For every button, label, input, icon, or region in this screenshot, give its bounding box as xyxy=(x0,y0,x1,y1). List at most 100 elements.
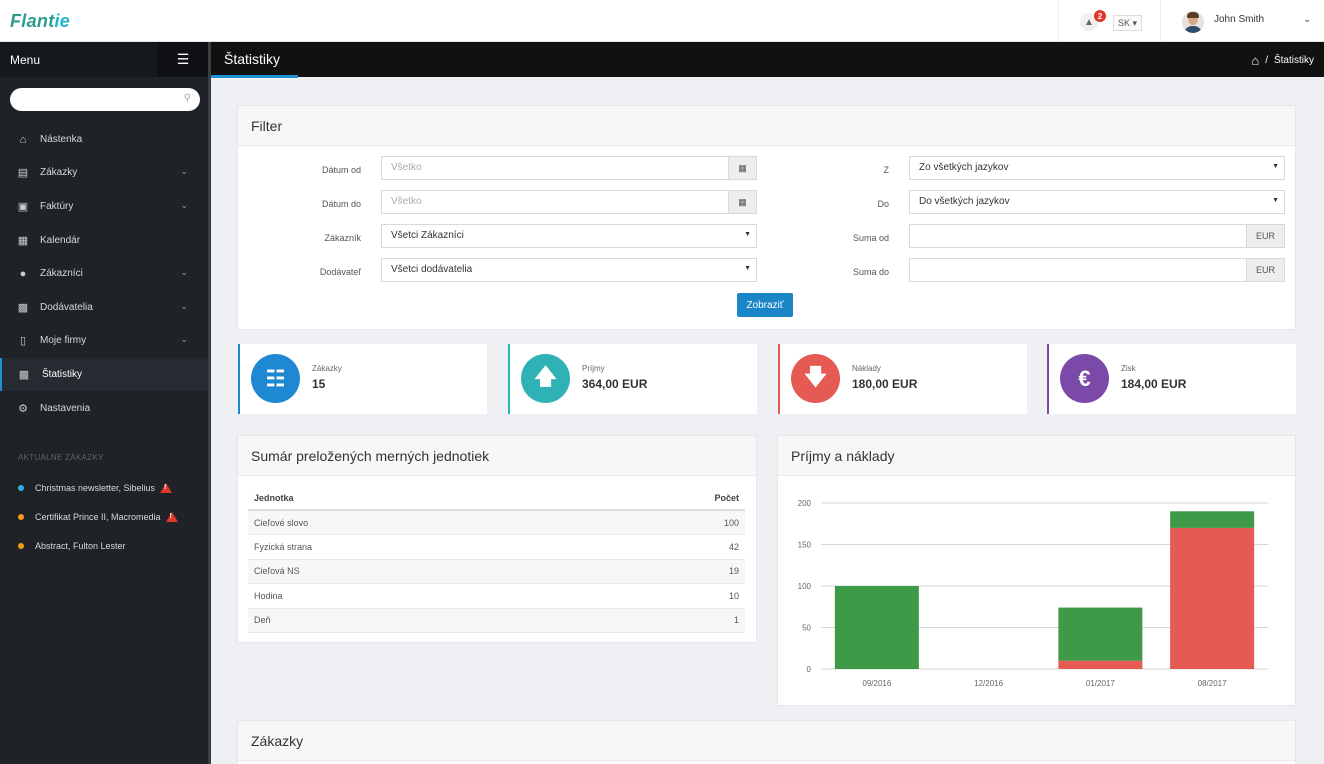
x-tick-label: 01/2017 xyxy=(1086,679,1115,688)
table-row: Deň 1 xyxy=(248,608,745,633)
sum-from-input[interactable]: EUR xyxy=(909,224,1285,248)
y-tick-label: 100 xyxy=(798,582,812,591)
status-dot xyxy=(18,485,24,491)
date-from-input[interactable]: Všetko ▦ xyxy=(381,156,757,180)
menu-label: Menu xyxy=(10,53,41,67)
stat-card-orders: ☷ Zákazky 15 xyxy=(238,344,487,414)
sidebar-item-orders[interactable]: ▤ Zákazky ⌄ xyxy=(0,156,208,189)
table-row: Hodina 10 xyxy=(248,583,745,609)
status-dot xyxy=(18,514,24,520)
currency-addon: EUR xyxy=(1246,225,1284,247)
column-header[interactable]: Jednotka xyxy=(248,486,575,511)
sidebar-item-settings[interactable]: ⚙ Nastavenia xyxy=(0,392,208,425)
sidebar-item-dashboard[interactable]: ⌂ Nástenka xyxy=(0,123,208,156)
hamburger-icon[interactable]: ☰ xyxy=(158,42,208,77)
chevron-down-icon: ⌄ xyxy=(180,166,188,176)
calendar-icon[interactable]: ▦ xyxy=(728,157,756,179)
chevron-down-icon: ⌄ xyxy=(180,301,188,311)
sidebar-edge xyxy=(208,42,211,764)
home-icon: ⌂ xyxy=(19,133,27,146)
invoice-icon: ▣ xyxy=(17,201,29,213)
submit-button[interactable]: Zobraziť xyxy=(737,293,793,317)
table-row: Fyzická strana 42 xyxy=(248,534,745,560)
language-select[interactable]: SK ▾ xyxy=(1113,15,1143,31)
sidebar-header: Menu ☰ xyxy=(0,42,208,77)
supplier-label: Dodávateľ xyxy=(319,267,361,277)
sidebar-item-suppliers[interactable]: ▩ Dodávatelia ⌄ xyxy=(0,291,208,324)
sidebar: Menu ☰ ⚲ ⌂ Nástenka ▤ Zákazky ⌄ ▣ Faktúr… xyxy=(0,42,208,764)
sidebar-item-invoices[interactable]: ▣ Faktúry ⌄ xyxy=(0,190,208,223)
title-underline xyxy=(211,75,298,78)
filter-panel: Filter Dátum od Všetko ▦ Dátum do Všetko… xyxy=(237,105,1296,330)
units-summary-title: Sumár preložených merných jednotiek xyxy=(238,436,756,476)
current-order-item[interactable]: Certifikat Prince II, Macromedia ! xyxy=(18,512,178,522)
date-to-label: Dátum do xyxy=(321,199,361,209)
date-to-input[interactable]: Všetko ▦ xyxy=(381,190,757,214)
warning-icon: ! xyxy=(165,512,178,522)
brand-logo[interactable]: Flantie xyxy=(10,11,71,31)
calendar-icon[interactable]: ▦ xyxy=(728,191,756,213)
briefcase-icon: ▩ xyxy=(17,302,29,314)
y-tick-label: 150 xyxy=(798,541,812,550)
stat-card-costs: 🡇 Náklady 180,00 EUR xyxy=(778,344,1027,414)
sum-to-input[interactable]: EUR xyxy=(909,258,1285,282)
income-costs-panel: Príjmy a náklady 0 50 100 150 200 09/2016 12/2… xyxy=(777,435,1296,706)
building-icon: ▯ xyxy=(19,335,27,347)
orders-panel: Zákazky xyxy=(237,720,1296,764)
sidebar-item-calendar[interactable]: ▦ Kalendár xyxy=(0,224,208,257)
sum-from-label: Suma od xyxy=(852,233,889,243)
table-header-row: Jednotka Počet xyxy=(248,486,745,511)
warning-icon: ! xyxy=(160,483,173,493)
table-row: Cieľové slovo 100 xyxy=(248,510,745,535)
supplier-select[interactable]: Všetci dodávatelia ▼ xyxy=(381,258,757,282)
current-orders-heading: AKTUÁLNE ZÁKAZKY xyxy=(18,453,104,462)
sidebar-item-my-companies[interactable]: ▯ Moje firmy ⌄ xyxy=(0,324,208,357)
page-title: Štatistiky xyxy=(224,51,281,67)
sum-to-label: Suma do xyxy=(852,267,889,277)
y-tick-label: 50 xyxy=(802,624,811,633)
avatar[interactable] xyxy=(1182,11,1204,33)
breadcrumb: ⌂ / Štatistiky xyxy=(1251,53,1314,68)
filter-title: Filter xyxy=(238,106,1295,146)
calendar-icon: ▦ xyxy=(17,235,29,247)
x-tick-label: 08/2017 xyxy=(1198,679,1227,688)
x-tick-label: 12/2016 xyxy=(974,679,1003,688)
customer-select[interactable]: Všetci Zákazníci ▼ xyxy=(381,224,757,248)
sidebar-search-input[interactable]: ⚲ xyxy=(10,88,200,111)
column-header[interactable]: Počet xyxy=(574,486,745,511)
from-language-select[interactable]: Zo všetkých jazykov ▼ xyxy=(909,156,1285,180)
orders-title: Zákazky xyxy=(238,721,1295,761)
bar-segment xyxy=(1058,660,1143,669)
chevron-down-icon: ⌄ xyxy=(180,267,188,277)
bell-icon[interactable]: ▲ xyxy=(1080,13,1098,31)
current-order-item[interactable]: Abstract, Fulton Lester xyxy=(18,541,126,551)
user-name[interactable]: John Smith xyxy=(1214,14,1265,25)
search-icon: ⚲ xyxy=(183,93,191,104)
date-from-label: Dátum od xyxy=(321,165,361,175)
bar-segment xyxy=(1170,511,1255,528)
orders-icon: ▤ xyxy=(17,167,29,179)
arrow-up-icon: 🡅 xyxy=(521,354,570,403)
current-order-item[interactable]: Christmas newsletter, Sibelius ! xyxy=(18,483,173,493)
stat-card-profit: € Zisk 184,00 EUR xyxy=(1047,344,1296,414)
sidebar-item-statistics[interactable]: ▩ Štatistiky xyxy=(0,358,208,391)
from-language-label: Z xyxy=(883,165,890,175)
gear-icon: ⚙ xyxy=(18,403,28,415)
sidebar-item-customers[interactable]: ● Zákazníci ⌄ xyxy=(0,257,208,290)
customer-label: Zákazník xyxy=(324,233,361,243)
notification-badge: 2 xyxy=(1094,10,1106,22)
home-icon[interactable]: ⌂ xyxy=(1251,53,1260,68)
chevron-down-icon[interactable]: ⌄ xyxy=(1303,14,1312,25)
table-row: Cieľová NS 19 xyxy=(248,559,745,584)
chevron-down-icon: ⌄ xyxy=(180,200,188,210)
cart-icon: ☷ xyxy=(251,354,300,403)
bar-segment xyxy=(1058,607,1143,661)
divider xyxy=(1160,0,1161,42)
currency-addon: EUR xyxy=(1246,259,1284,281)
x-tick-label: 09/2016 xyxy=(862,679,891,688)
to-language-select[interactable]: Do všetkých jazykov ▼ xyxy=(909,190,1285,214)
status-dot xyxy=(18,543,24,549)
y-tick-label: 200 xyxy=(798,499,812,508)
bar-segment xyxy=(1170,527,1255,669)
to-language-label: Do xyxy=(877,199,889,209)
